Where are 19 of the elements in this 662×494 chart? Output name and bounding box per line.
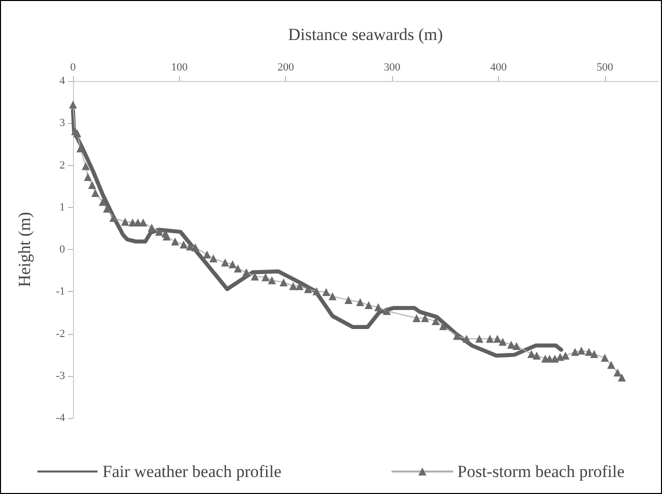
x-tick-label: 400	[490, 62, 508, 74]
x-tick-label: 300	[384, 62, 401, 74]
y-tick-label: -2	[56, 328, 65, 340]
x-tick-label: 100	[171, 62, 188, 74]
y-tick-label: 1	[60, 201, 65, 214]
y-tick-label: -4	[56, 412, 66, 424]
x-tick-label: 200	[277, 62, 294, 74]
y-tick-label: 2	[60, 159, 65, 172]
legend-label: Fair weather beach profile	[102, 462, 282, 481]
y-tick-label: 0	[60, 244, 66, 256]
x-tick-label: 0	[70, 62, 76, 74]
legend-label: Post-storm beach profile	[457, 462, 625, 481]
x-axis-title: Distance seawards (m)	[288, 25, 443, 44]
y-tick-label: -1	[56, 286, 65, 298]
y-tick-label: 3	[60, 117, 66, 130]
y-tick-label: 4	[60, 75, 66, 87]
x-tick-label: 500	[596, 62, 614, 74]
y-tick-label: -3	[56, 370, 66, 382]
y-axis-title: Height (m)	[15, 212, 34, 288]
